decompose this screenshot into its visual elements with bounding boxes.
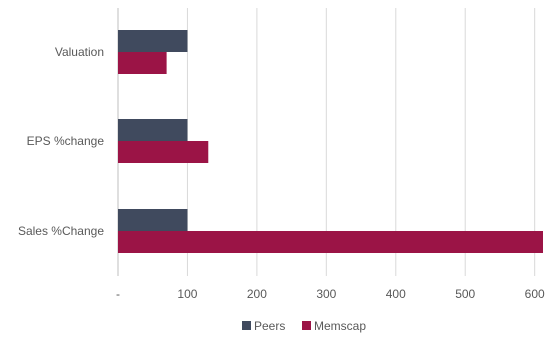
x-tick-label-0: - — [116, 287, 120, 301]
bar-memscap-2 — [118, 231, 543, 253]
bar-memscap-0 — [118, 52, 167, 74]
legend-label-peers: Peers — [254, 319, 285, 333]
x-tick-label-200: 200 — [247, 287, 267, 301]
legend-label-memscap: Memscap — [314, 319, 366, 333]
x-tick-label-100: 100 — [177, 287, 197, 301]
category-label-1: EPS %change — [27, 134, 105, 148]
bar-peers-1 — [118, 119, 188, 141]
legend-swatch-memscap — [302, 321, 311, 330]
gridlines — [117, 8, 536, 276]
category-label-2: Sales %Change — [18, 224, 104, 238]
category-label-0: Valuation — [55, 45, 104, 59]
x-tick-label-400: 400 — [386, 287, 406, 301]
bar-memscap-1 — [118, 141, 209, 163]
x-tick-label-300: 300 — [316, 287, 336, 301]
category-labels: Valuation EPS %change Sales %Change — [18, 45, 104, 238]
legend-swatch-peers — [242, 321, 251, 330]
x-tick-labels: - 100 200 300 400 500 600 — [116, 287, 545, 301]
bar-peers-2 — [118, 209, 188, 231]
legend: Peers Memscap — [242, 319, 366, 333]
x-tick-label-500: 500 — [455, 287, 475, 301]
bars — [118, 30, 543, 253]
bar-peers-0 — [118, 30, 188, 52]
x-tick-label-600: 600 — [525, 287, 545, 301]
